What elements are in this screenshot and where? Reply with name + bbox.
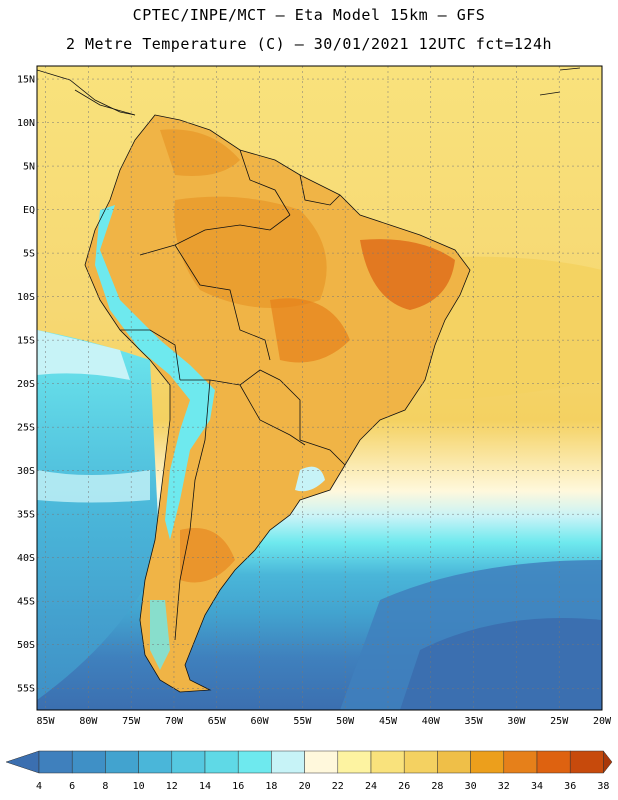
colorbar-box xyxy=(138,750,173,774)
lat-label: 45S xyxy=(17,597,35,608)
lat-label: 15S xyxy=(17,336,35,347)
lat-label: 20S xyxy=(17,379,35,390)
lon-label: 60W xyxy=(251,716,270,727)
lat-label: 30S xyxy=(17,466,35,477)
colorbar-arrow-high xyxy=(603,750,613,774)
colorbar-box xyxy=(503,750,538,774)
lat-label: 25S xyxy=(17,423,35,434)
lon-label: 75W xyxy=(122,716,141,727)
map-title-line-1: CPTEC/INPE/MCT – Eta Model 15km – GFS xyxy=(132,6,486,24)
lat-label: 10N xyxy=(17,118,35,129)
colorbar-tick-label: 16 xyxy=(232,781,244,792)
colorbar-box xyxy=(171,750,206,774)
lat-label: 40S xyxy=(17,553,35,564)
lon-label: 70W xyxy=(165,716,184,727)
colorbar-tick-label: 30 xyxy=(465,781,477,792)
map-title-line-2: 2 Metre Temperature (C) – 30/01/2021 12U… xyxy=(65,35,553,53)
colorbar-tick-label: 22 xyxy=(332,781,344,792)
colorbar-box xyxy=(237,750,272,774)
lon-label: 20W xyxy=(593,716,612,727)
lon-label: 30W xyxy=(507,716,526,727)
colorbar-box xyxy=(105,750,139,774)
colorbar-tick-label: 14 xyxy=(199,781,211,792)
colorbar-tick-label: 12 xyxy=(166,781,178,792)
lon-label: 80W xyxy=(79,716,98,727)
lon-label: 55W xyxy=(293,716,312,727)
colorbar-tick-label: 20 xyxy=(299,781,311,792)
colorbar-box xyxy=(304,750,339,774)
colorbar-tick-label: 8 xyxy=(102,781,108,792)
colorbar-tick-label: 18 xyxy=(265,781,277,792)
lat-label: 35S xyxy=(17,510,35,521)
lat-label: 5S xyxy=(23,249,35,260)
lon-label: 50W xyxy=(336,716,355,727)
colorbar-box xyxy=(437,750,471,774)
lat-label: 5N xyxy=(23,162,35,173)
colorbar-box xyxy=(204,750,239,774)
temperature-map: 15N 10N 5N EQ 5S 10S 15S 20S 25S 30S 35S 40S 45S 50S 5… xyxy=(17,65,612,727)
colorbar-box xyxy=(71,750,106,774)
colorbar-tick-label: 36 xyxy=(564,781,576,792)
colorbar-box xyxy=(403,750,438,774)
lon-label: 25W xyxy=(550,716,569,727)
colorbar-tick-label: 10 xyxy=(133,781,145,792)
lon-label: 35W xyxy=(465,716,484,727)
lat-label: 10S xyxy=(17,292,35,303)
colorbar-box xyxy=(337,750,372,774)
colorbar-arrow-low xyxy=(5,750,40,774)
lon-label: 85W xyxy=(37,716,56,727)
colorbar-tick-label: 32 xyxy=(498,781,510,792)
lat-label: EQ xyxy=(23,205,35,216)
colorbar-tick-label: 38 xyxy=(597,781,609,792)
lon-label: 40W xyxy=(422,716,441,727)
colorbar-box xyxy=(470,750,505,774)
colorbar-tick-label: 24 xyxy=(365,781,377,792)
lat-label: 50S xyxy=(17,640,35,651)
lat-label: 55S xyxy=(17,684,35,695)
colorbar-box xyxy=(569,750,604,774)
colorbar-box xyxy=(271,750,305,774)
colorbar-tick-label: 4 xyxy=(36,781,42,792)
colorbar-tick-label: 26 xyxy=(398,781,410,792)
temperature-colorbar: 4 6 8 10 12 14 16 18 20 22 24 26 28 30 32 34 36 38 xyxy=(5,750,613,792)
colorbar-tick-label: 28 xyxy=(431,781,443,792)
map-field xyxy=(37,66,602,710)
colorbar-box xyxy=(370,750,405,774)
lat-label: 15N xyxy=(17,75,35,86)
andes-cool-strip xyxy=(95,205,215,540)
lon-label: 65W xyxy=(208,716,227,727)
colorbar-box xyxy=(536,750,571,774)
colorbar-tick-label: 34 xyxy=(531,781,543,792)
colorbar-box xyxy=(38,750,73,774)
colorbar-tick-label: 6 xyxy=(69,781,75,792)
lon-label: 45W xyxy=(379,716,398,727)
